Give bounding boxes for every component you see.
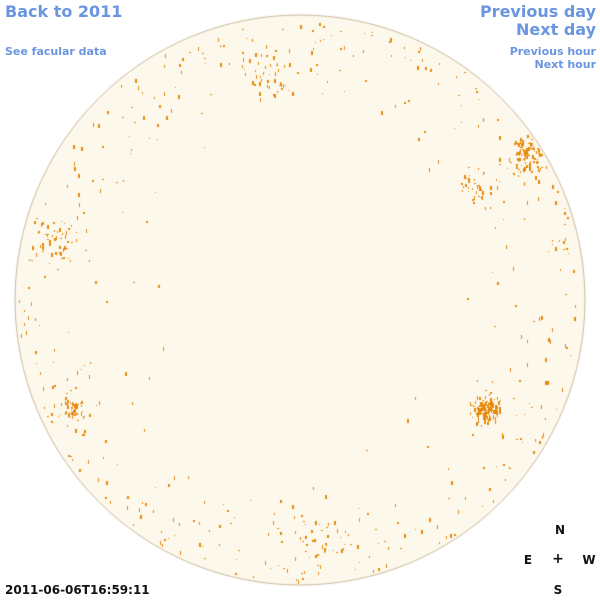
observation-timestamp: 2011-06-06T16:59:11 xyxy=(5,583,150,597)
compass-east-label: E xyxy=(523,553,533,567)
back-to-year-link[interactable]: Back to 2011 xyxy=(5,2,123,21)
compass-center-icon: + xyxy=(552,551,564,567)
next-day-link[interactable]: Next day xyxy=(516,20,596,39)
compass-west-label: W xyxy=(582,553,596,567)
next-hour-link[interactable]: Next hour xyxy=(534,58,597,71)
previous-day-link[interactable]: Previous day xyxy=(479,2,596,21)
compass-south-label: S xyxy=(553,583,563,597)
see-facular-data-link[interactable]: See facular data xyxy=(5,45,107,58)
compass-north-label: N xyxy=(554,523,566,537)
previous-hour-link[interactable]: Previous hour xyxy=(509,45,596,58)
